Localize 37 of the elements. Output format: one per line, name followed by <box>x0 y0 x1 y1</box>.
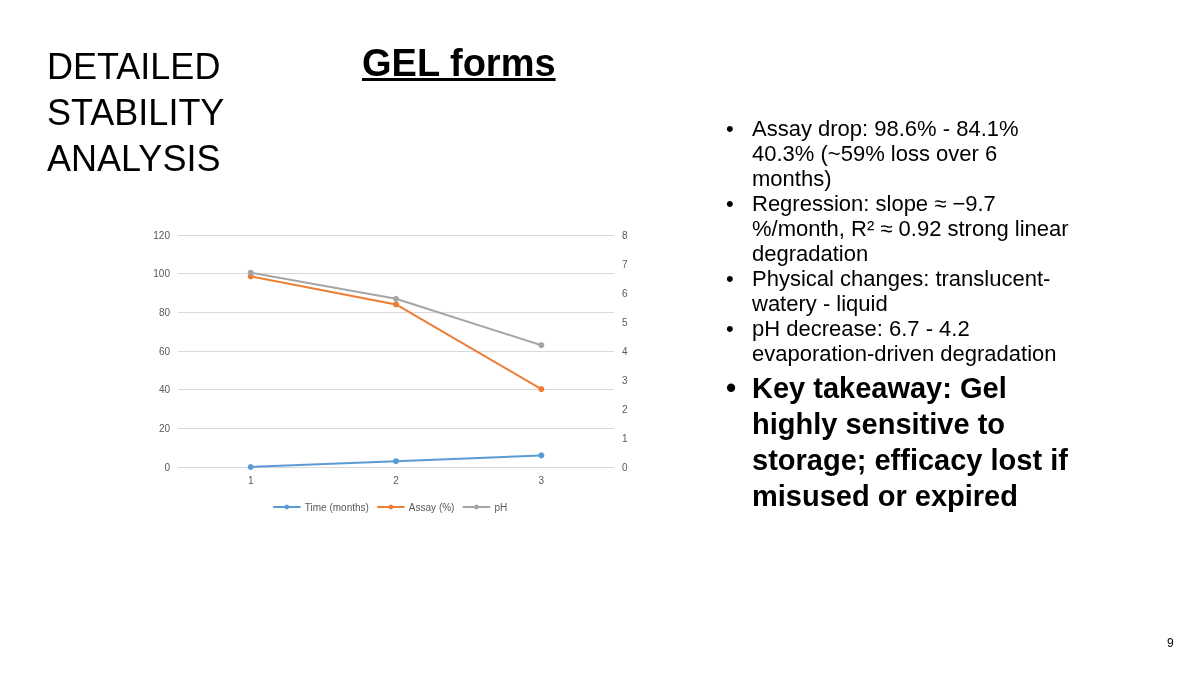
y2-tick-label: 2 <box>622 403 628 415</box>
point <box>393 295 399 302</box>
y2-tick-label: 5 <box>622 316 628 328</box>
y-tick-label: 100 <box>153 268 171 280</box>
chart-title: DETAILED STABILITY ANALYSIS <box>47 45 225 181</box>
point <box>538 342 545 349</box>
x-tick-label: 1 <box>247 474 254 486</box>
y2-tick-label: 7 <box>622 258 628 270</box>
legend-label: pH <box>494 501 508 513</box>
y-tick-label: 80 <box>158 306 171 318</box>
text: • Regression: slope ≈ −9.7 %/month, R² ≈ 0.92 strong linear degradation <box>726 191 1070 266</box>
legend-label: Time (months) <box>304 501 369 513</box>
legend-label: Assay (%) <box>408 501 455 513</box>
text: • pH decrease: 6.7 - 4.2 evaporation-driven degradation <box>726 316 1058 366</box>
point <box>247 464 254 470</box>
y2-tick-label: 8 <box>622 229 628 241</box>
point <box>393 301 399 308</box>
y2-tick-label: 3 <box>622 374 628 386</box>
x-tick-label: 3 <box>538 474 545 486</box>
y-tick-label: 20 <box>158 422 171 434</box>
y-tick-label: 120 <box>153 229 171 241</box>
text: 9 <box>1167 636 1174 650</box>
y2-tick-label: 6 <box>622 287 628 299</box>
x-tick-label: 2 <box>393 474 400 486</box>
y2-tick-label: 4 <box>622 345 628 357</box>
text: • Key takeaway: Gel highly sensitive to storage; efficacy lost if misused or expired <box>726 371 1069 514</box>
text: • Assay drop: 98.6% - 84.1% 40.3% (~59% loss over 6 months) <box>726 116 1020 191</box>
y2-tick-label: 0 <box>622 461 628 473</box>
y-tick-label: 0 <box>164 461 171 473</box>
point <box>247 269 254 276</box>
point <box>538 386 545 393</box>
y2-tick-label: 1 <box>622 432 628 444</box>
y-tick-label: 40 <box>158 384 171 396</box>
point <box>538 452 545 459</box>
y-tick-label: 60 <box>158 345 171 357</box>
point <box>393 458 399 465</box>
chart-subtitle: GEL forms <box>362 42 556 85</box>
